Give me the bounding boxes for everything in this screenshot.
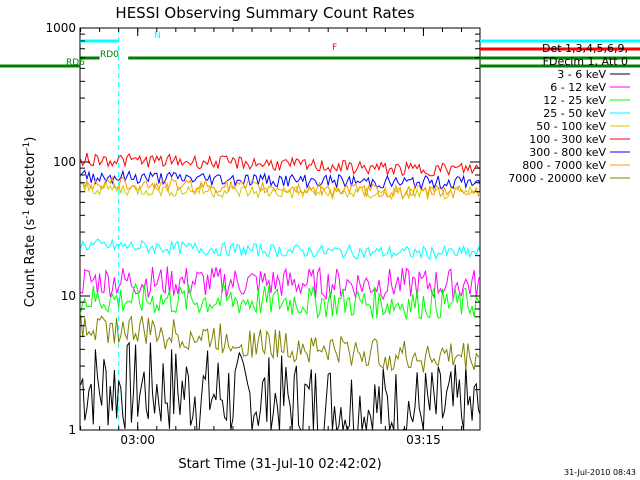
- legend-entry-label: 7000 - 20000 keV: [508, 172, 606, 185]
- series-line-5: [80, 152, 480, 177]
- legend-entry-label: 25 - 50 keV: [543, 107, 606, 120]
- status-bars: N F RD0 RD6: [0, 31, 640, 68]
- x-tick-label: 03:15: [406, 433, 441, 447]
- legend-entry-label: 50 - 100 keV: [536, 120, 606, 133]
- series-line-2: [80, 282, 480, 320]
- y-tick-label: 1000: [45, 21, 76, 35]
- vertical-lines: [118, 28, 120, 430]
- series-line-1: [80, 266, 480, 301]
- status-bar-label-2: RD0: [100, 50, 119, 60]
- status-bar-label-3: RD6: [66, 58, 85, 68]
- status-bar-label-0: N: [154, 31, 161, 41]
- series-line-3: [80, 238, 480, 261]
- legend-header: Det 1,3,4,5,6,9,: [542, 42, 628, 55]
- legend-entry-label: 100 - 300 keV: [529, 133, 606, 146]
- legend: Det 1,3,4,5,6,9,FDecim 1, Att 03 - 6 keV…: [508, 42, 630, 185]
- legend-entry-label: 3 - 6 keV: [557, 68, 606, 81]
- status-bar-label-1: F: [332, 43, 337, 53]
- series-line-8: [80, 314, 480, 373]
- y-tick-label: 100: [53, 155, 76, 169]
- legend-header: FDecim 1, Att 0: [543, 55, 628, 68]
- legend-entry-label: 6 - 12 keV: [550, 81, 606, 94]
- plot-frame-layer: [79, 27, 481, 431]
- series-layer: [80, 152, 480, 430]
- y-axis-label: Count Rate (s-1 detector-1): [22, 137, 38, 308]
- legend-entry-label: 12 - 25 keV: [543, 94, 606, 107]
- footer-date: 31-Jul-2010 08:43: [564, 468, 636, 477]
- x-axis-label: Start Time (31-Jul-10 02:42:02): [178, 457, 381, 472]
- series-line-4: [80, 180, 480, 201]
- chart-title: HESSI Observing Summary Count Rates: [115, 4, 414, 22]
- series-line-6: [80, 169, 480, 191]
- axes: 02:4503:0003:1503:3003:4504:0004:1511010…: [45, 21, 480, 447]
- legend-entry-label: 800 - 7000 keV: [522, 159, 606, 172]
- plot-frame: [79, 27, 481, 431]
- series-line-0: [80, 341, 480, 430]
- y-tick-label: 1: [68, 423, 76, 437]
- x-tick-label: 03:00: [120, 433, 155, 447]
- y-tick-label: 10: [61, 289, 76, 303]
- series-line-7: [80, 175, 480, 200]
- legend-entry-label: 300 - 800 keV: [529, 146, 606, 159]
